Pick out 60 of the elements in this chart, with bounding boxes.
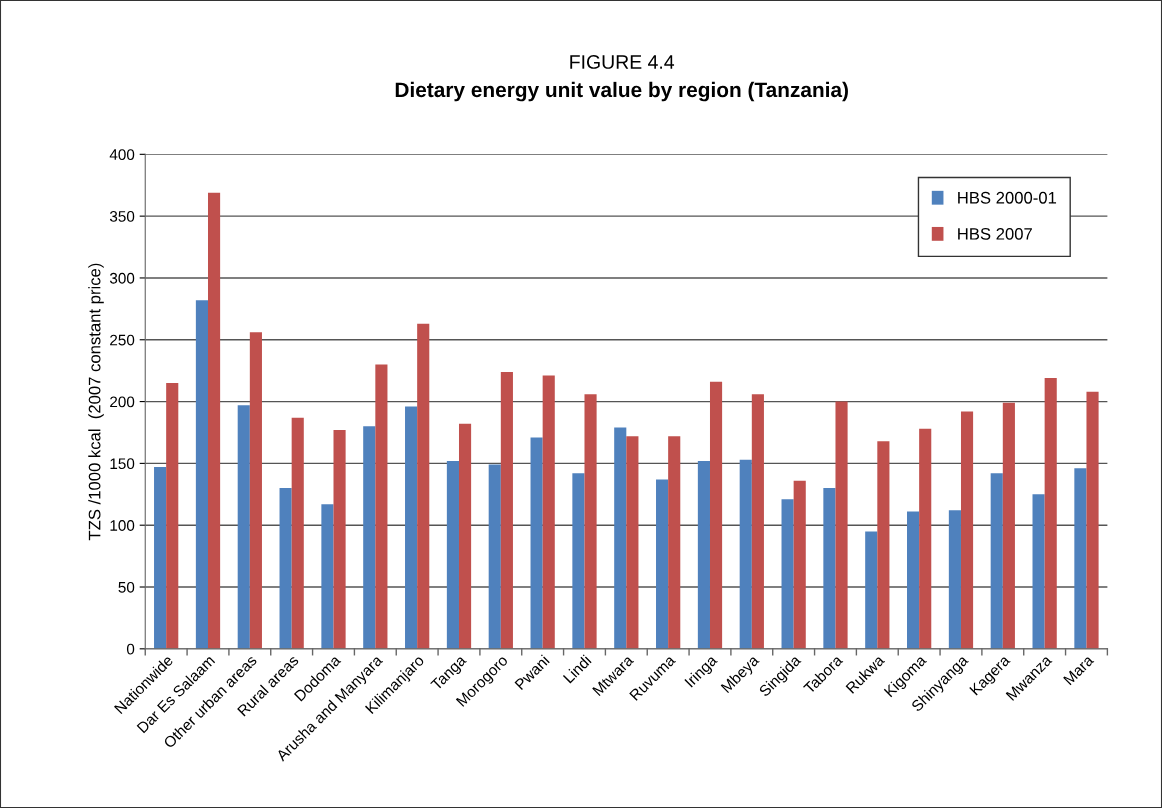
bar xyxy=(542,375,555,649)
y-tick-label: 250 xyxy=(110,334,135,346)
bar xyxy=(458,423,472,649)
bar xyxy=(1086,391,1099,649)
bar xyxy=(363,426,376,649)
bar xyxy=(530,437,543,649)
bar xyxy=(835,401,848,649)
bar xyxy=(1074,468,1087,649)
y-tick-label: 300 xyxy=(109,272,135,284)
bar xyxy=(500,371,513,649)
chart-title: FIGURE 4.4 xyxy=(570,55,675,69)
chart-subtitle: Dietary energy unit value by region (Tanzania) xyxy=(395,81,848,102)
bar xyxy=(626,436,639,649)
y-axis-title: TZS /1000 kcal (2007 constant price) xyxy=(88,263,104,541)
bar xyxy=(960,411,974,649)
bar xyxy=(697,460,710,649)
bar xyxy=(1032,494,1045,649)
y-tick-label: 200 xyxy=(110,396,135,408)
legend-label: HBS 2007 xyxy=(958,227,1032,240)
bar xyxy=(166,383,179,649)
bar xyxy=(291,417,304,649)
bar xyxy=(865,531,878,649)
bar xyxy=(237,405,250,649)
y-tick-label: 0 xyxy=(126,643,135,655)
bar xyxy=(321,504,334,649)
bar xyxy=(751,394,764,649)
bar xyxy=(709,381,723,649)
bar xyxy=(614,427,627,649)
bar xyxy=(249,332,262,649)
bar xyxy=(793,480,806,649)
bar xyxy=(739,459,752,649)
bar xyxy=(333,430,346,649)
bar xyxy=(781,499,794,649)
bar xyxy=(572,473,585,649)
bar xyxy=(668,436,681,649)
y-tick-label: 150 xyxy=(110,458,135,470)
y-tick-label: 400 xyxy=(109,149,135,161)
bar xyxy=(584,394,597,649)
bar xyxy=(446,460,459,649)
bar xyxy=(208,192,221,649)
bar xyxy=(948,510,961,649)
bar xyxy=(1044,378,1057,649)
bar xyxy=(154,467,167,649)
legend-label: HBS 2000-01 xyxy=(958,191,1057,204)
y-tick-label: 350 xyxy=(109,211,135,222)
bar xyxy=(990,473,1003,649)
bar xyxy=(823,488,836,649)
bar xyxy=(656,479,669,649)
y-tick-label: 50 xyxy=(118,581,135,593)
bar xyxy=(488,464,501,649)
bar xyxy=(195,300,208,649)
bar xyxy=(919,428,932,649)
bar xyxy=(417,323,430,649)
bar xyxy=(1002,402,1015,649)
bar xyxy=(907,511,920,649)
bar xyxy=(877,441,890,649)
bar xyxy=(279,488,292,649)
bar xyxy=(405,406,418,649)
y-tick-label: 100 xyxy=(110,520,135,531)
bar xyxy=(375,364,388,649)
